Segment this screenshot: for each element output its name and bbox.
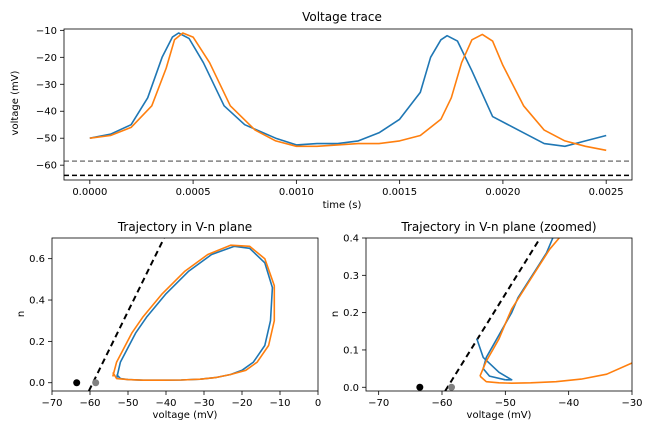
voltage-trace-marks bbox=[64, 32, 632, 177]
voltage-trace-plot-area: 0.0000 0.0005 0.0010 0.0015 0.0020 0.0025 −10 −… bbox=[36, 26, 633, 198]
vn-plane-zoomed-ytick-label-1: 0.1 bbox=[343, 345, 359, 356]
vn-plane-marker-0 bbox=[73, 379, 81, 387]
vn-plane-zoomed-ylabel: n bbox=[330, 311, 341, 317]
vn-plane-zoomed-xtick-label-3: −40 bbox=[558, 398, 579, 409]
voltage-trace-ytick-label-1: −20 bbox=[36, 53, 57, 64]
voltage-trace-axes-frame bbox=[63, 28, 633, 181]
voltage-trace-ytick-label-3: −40 bbox=[36, 107, 57, 118]
vn-plane-marker-1 bbox=[92, 379, 100, 387]
voltage-trace-xtick-label-2: 0.0010 bbox=[279, 187, 314, 198]
voltage-trace-ytick-label-4: −50 bbox=[36, 134, 57, 145]
voltage-trace-series-0 bbox=[89, 32, 607, 148]
vn-plane-zoomed-title: Trajectory in V-n plane (zoomed) bbox=[400, 220, 596, 234]
vn-plane-zoomed-ytick-label-2: 0.2 bbox=[343, 308, 359, 319]
vn-plane-zoomed-xtick-label-4: −30 bbox=[621, 398, 642, 409]
voltage-trace-panel: Voltage trace time (s) voltage (mV) 0.00… bbox=[10, 10, 633, 211]
vn-plane-xtick-label-4: −30 bbox=[193, 398, 214, 409]
vn-plane-zoomed-ytick-label-3: 0.3 bbox=[343, 271, 359, 282]
voltage-trace-ytick-label-2: −30 bbox=[36, 80, 57, 91]
vn-plane-zoomed-ytick-label-4: 0.4 bbox=[343, 234, 359, 245]
vn-plane-title: Trajectory in V-n plane bbox=[117, 220, 252, 234]
vn-plane-zoomed-xtick-label-1: −60 bbox=[431, 398, 452, 409]
vn-plane-zoomed-xlabel: voltage (mV) bbox=[467, 410, 532, 421]
voltage-trace-title: Voltage trace bbox=[302, 10, 382, 24]
vn-plane-zoomed-marker-0 bbox=[416, 383, 424, 391]
vn-plane-zoomed-series-2 bbox=[479, 238, 560, 377]
vn-plane-zoomed-plot-area: −70 −60 −50 −40 −30 0.0 0.1 0.2 0.3 0.4 bbox=[343, 234, 642, 410]
vn-plane-plot-area: −70 −60 −50 −40 −30 −20 −10 0 0.0 0.2 0.4 0.6 bbox=[29, 237, 321, 409]
vn-plane-zoomed-series-1 bbox=[476, 338, 513, 381]
vn-plane-series-1 bbox=[112, 244, 276, 382]
vn-plane-zoomed-ytick-label-0: 0.0 bbox=[343, 383, 359, 394]
voltage-trace-series-1 bbox=[89, 32, 607, 152]
vn-plane-xlabel: voltage (mV) bbox=[153, 410, 218, 421]
vn-plane-ytick-label-3: 0.6 bbox=[29, 254, 45, 265]
vn-plane-zoomed-xtick-label-2: −50 bbox=[495, 398, 516, 409]
vn-plane-xtick-label-3: −40 bbox=[155, 398, 176, 409]
vn-plane-xtick-label-2: −50 bbox=[117, 398, 138, 409]
vn-plane-nullcline-line-0 bbox=[87, 238, 165, 391]
vn-plane-zoomed-marker-1 bbox=[448, 383, 455, 391]
voltage-trace-ylabel: voltage (mV) bbox=[10, 70, 21, 135]
voltage-trace-xtick-label-1: 0.0005 bbox=[176, 187, 211, 198]
voltage-trace-ytick-label-5: −60 bbox=[36, 161, 57, 172]
vn-plane-zoomed-axes-frame bbox=[365, 237, 633, 392]
vn-plane-zoomed-marks bbox=[444, 238, 632, 391]
vn-plane-xtick-label-7: 0 bbox=[315, 398, 321, 409]
voltage-trace-xlabel: time (s) bbox=[323, 200, 362, 211]
vn-plane-ytick-label-2: 0.4 bbox=[29, 296, 45, 307]
vn-plane-panel: Trajectory in V-n plane voltage (mV) n −… bbox=[16, 220, 321, 421]
voltage-trace-xtick-label-3: 0.0015 bbox=[382, 187, 417, 198]
vn-plane-series-0 bbox=[115, 245, 274, 382]
vn-plane-xtick-label-5: −20 bbox=[231, 398, 252, 409]
vn-plane-ylabel: n bbox=[16, 311, 27, 317]
vn-plane-xtick-label-6: −10 bbox=[269, 398, 290, 409]
vn-plane-zoomed-nullcline-line-0 bbox=[444, 238, 542, 391]
vn-plane-zoomed-xtick-label-0: −70 bbox=[368, 398, 389, 409]
vn-plane-xtick-label-0: −70 bbox=[41, 398, 62, 409]
vn-plane-axes-frame bbox=[51, 237, 319, 392]
vn-plane-xtick-label-1: −60 bbox=[79, 398, 100, 409]
vn-plane-zoomed-panel: Trajectory in V-n plane (zoomed) voltage… bbox=[330, 220, 643, 421]
vn-plane-zoomed-series-3 bbox=[479, 362, 632, 385]
voltage-trace-xtick-label-4: 0.0020 bbox=[485, 187, 520, 198]
vn-plane-ytick-label-1: 0.2 bbox=[29, 337, 45, 348]
voltage-trace-xtick-label-5: 0.0025 bbox=[589, 187, 624, 198]
vn-plane-marks bbox=[87, 238, 276, 391]
voltage-trace-xtick-label-0: 0.0000 bbox=[72, 187, 107, 198]
vn-plane-ytick-label-0: 0.0 bbox=[29, 378, 45, 389]
voltage-trace-ytick-label-0: −10 bbox=[36, 26, 57, 37]
